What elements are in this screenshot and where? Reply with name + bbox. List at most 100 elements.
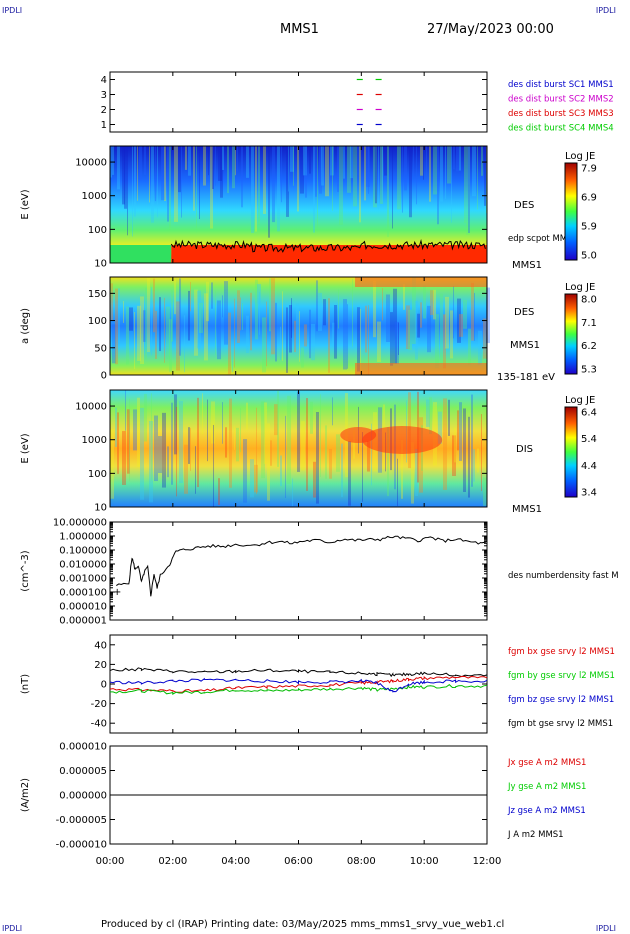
panel-2-stripe	[296, 303, 299, 346]
corner-label-bottom-right: IPDLI	[595, 924, 616, 933]
panel-2-stripe	[129, 307, 133, 331]
panel-3-stripe	[246, 402, 248, 430]
panel-1-stripe	[350, 146, 353, 179]
panel-2-stripe	[390, 312, 393, 366]
panel-0-ytick-label: 3	[101, 90, 107, 101]
time-tick-label: 04:00	[221, 856, 250, 867]
panel-1-stripe	[366, 146, 370, 187]
panel-0-frame	[109, 71, 488, 133]
panel-2-stripe	[286, 307, 288, 373]
panel-3-stripe	[154, 415, 158, 482]
panel-3-stripe	[285, 415, 286, 498]
panel-3-stripe	[483, 477, 487, 506]
panel-1-overlay-label: edp scpot MMS1	[508, 234, 578, 244]
panel-1-stripe	[325, 146, 329, 197]
panel-1-stripe	[263, 146, 266, 214]
panel-3-colorbar-tick: 6.4	[581, 408, 597, 419]
field-legend-3: fgm bz gse srvy l2 MMS1	[508, 695, 614, 705]
panel-2-stripe	[215, 290, 216, 356]
panel-2-stripe	[468, 328, 471, 366]
corner-label-top-right: IPDLI	[595, 6, 616, 15]
panel-1-stripe	[453, 146, 455, 170]
panel-2-stripe	[403, 283, 405, 310]
panel-1-species: DES	[514, 200, 534, 211]
panel-3-stripe	[207, 399, 208, 462]
panel-2-stripe	[398, 322, 399, 356]
panel-2-stripe	[242, 303, 243, 330]
panel-3-stripe	[463, 408, 466, 492]
panel-1-stripe	[215, 146, 216, 186]
panel-1-stripe	[440, 146, 443, 202]
panel-1-stripe	[429, 146, 431, 202]
panel-1-stripe	[387, 146, 389, 237]
panel-2-stripe	[453, 286, 454, 339]
dis-hot-region	[340, 427, 377, 443]
panel-2-stripe	[155, 310, 157, 359]
panel-5-ytick-label: 40	[94, 640, 107, 651]
panel-3-stripe	[471, 394, 473, 487]
panel-2-stripe	[211, 282, 213, 309]
panel-2-stripe	[328, 298, 330, 373]
panel-4-ytick-label: 0.000010	[59, 602, 107, 613]
panel-3-stripe	[367, 441, 370, 472]
panel-3-stripe	[387, 427, 389, 497]
panel-1-stripe	[227, 146, 229, 194]
panel-3-stripe	[127, 409, 130, 474]
panel-1-stripe	[353, 146, 357, 207]
panel-2-stripe	[280, 326, 281, 360]
panel-1-stripe	[319, 146, 322, 194]
panel-2-stripe	[459, 314, 463, 337]
panel-1-stripe	[466, 146, 470, 235]
panel-4-ylabel: (cm^-3)	[20, 550, 31, 591]
panel-2-stripe	[237, 290, 240, 343]
panel-3-stripe	[270, 440, 272, 466]
panel-3-stripe	[250, 459, 254, 498]
panel-2-stripe	[417, 313, 420, 338]
panel-1-stripe	[468, 146, 470, 233]
panel-1-stripe	[382, 146, 383, 202]
panel-1-stripe	[188, 146, 191, 176]
panel-6-ytick-label: 0.000010	[59, 742, 107, 753]
panel-1-stripe	[481, 146, 483, 176]
panel-3-stripe	[176, 406, 177, 497]
panel-1-stripe	[375, 146, 377, 204]
panel-1-stripe	[397, 146, 401, 210]
panel-2-stripe	[232, 349, 233, 372]
panel-4-ytick-label: 0.010000	[59, 560, 107, 571]
field-line-4	[109, 677, 488, 693]
panel-1-stripe	[437, 146, 439, 225]
panel-1-ytick-label: 10	[94, 259, 107, 270]
panel-3-stripe	[438, 411, 442, 444]
panel-3-spacecraft: MMS1	[512, 504, 542, 515]
panel-2-stripe	[304, 324, 307, 347]
panel-3-stripe	[411, 442, 414, 504]
panel-2-stripe	[151, 287, 152, 356]
field-line-2	[109, 675, 488, 693]
panel-1-stripe	[384, 146, 387, 176]
panel-1-stripe	[286, 146, 289, 217]
panel-2-stripe	[393, 288, 397, 364]
panel-3-stripe	[188, 427, 190, 464]
panel-1-stripe	[181, 146, 182, 218]
panel-3-stripe	[211, 401, 215, 444]
panel-3-stripe	[254, 464, 258, 493]
panel-1-stripe	[402, 146, 403, 213]
panel-2-stripe	[291, 298, 292, 338]
panel-1-stripe	[309, 146, 311, 174]
panel-3-stripe	[397, 458, 398, 506]
panel-3-stripe	[316, 411, 319, 504]
time-tick-label: 10:00	[410, 856, 439, 867]
panel-3-stripe	[306, 398, 308, 491]
panel-2-stripe	[110, 283, 113, 321]
panel-1-stripe	[251, 146, 254, 234]
panel-2-stripe	[415, 300, 418, 360]
panel-1-stripe	[178, 146, 181, 193]
panel-3-stripe	[190, 427, 191, 472]
panel-1-colorbar-tick: 5.9	[581, 222, 597, 233]
panel-3-stripe	[264, 402, 267, 464]
panel-3-stripe	[454, 427, 456, 463]
panel-3-ytick-label: 10	[94, 503, 107, 514]
panel-2-stripe	[463, 299, 467, 329]
panel-1-stripe	[445, 146, 446, 199]
field-legend-2: fgm by gse srvy l2 MMS1	[508, 671, 615, 681]
